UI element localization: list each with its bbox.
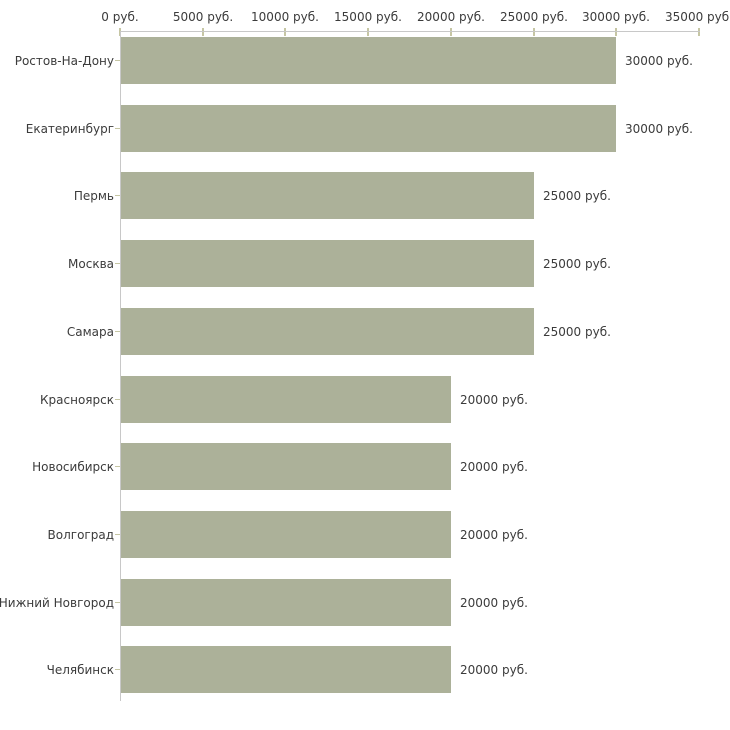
bar: [121, 646, 451, 693]
x-axis-tick-label: 25000 руб.: [500, 10, 568, 24]
bar: [121, 105, 616, 152]
x-axis-line: [120, 31, 700, 32]
category-tick-mark: [115, 195, 120, 196]
x-axis-tick-mark: [450, 28, 452, 36]
bar: [121, 376, 451, 423]
bar: [121, 308, 534, 355]
category-label: Пермь: [73, 188, 114, 203]
value-label: 25000 руб.: [543, 256, 611, 271]
x-axis-tick-label: 20000 руб.: [417, 10, 485, 24]
value-label: 30000 руб.: [625, 121, 693, 136]
value-label: 30000 руб.: [625, 53, 693, 68]
x-axis-tick-label: 35000 руб.: [665, 10, 730, 24]
bar: [121, 579, 451, 626]
value-label: 20000 руб.: [460, 662, 528, 677]
bar: [121, 443, 451, 490]
category-tick-mark: [115, 60, 120, 61]
x-axis-tick-label: 10000 руб.: [251, 10, 319, 24]
value-label: 20000 руб.: [460, 459, 528, 474]
category-label: Москва: [68, 256, 114, 271]
category-label: Волгоград: [47, 527, 114, 542]
x-axis-tick-label: 5000 руб.: [172, 10, 234, 24]
x-axis-tick-mark: [367, 28, 369, 36]
bar: [121, 172, 534, 219]
category-label: Екатеринбург: [25, 121, 114, 136]
x-axis-tick-mark: [615, 28, 617, 36]
x-axis-tick-label: 15000 руб.: [334, 10, 402, 24]
category-label: Новосибирск: [32, 459, 114, 474]
value-label: 20000 руб.: [460, 527, 528, 542]
category-label: Самара: [66, 324, 114, 339]
bar: [121, 37, 616, 84]
x-axis-tick-mark: [202, 28, 204, 36]
category-label: Красноярск: [40, 392, 114, 407]
value-label: 20000 руб.: [460, 392, 528, 407]
category-tick-mark: [115, 669, 120, 670]
category-label: Ростов-На-Дону: [14, 53, 114, 68]
bar: [121, 240, 534, 287]
category-tick-mark: [115, 263, 120, 264]
x-axis-tick-mark: [698, 28, 700, 36]
value-label: 25000 руб.: [543, 324, 611, 339]
x-axis-tick-mark: [533, 28, 535, 36]
category-tick-mark: [115, 466, 120, 467]
bar: [121, 511, 451, 558]
category-tick-mark: [115, 399, 120, 400]
category-label: Нижний Новгород: [0, 595, 114, 610]
category-tick-mark: [115, 128, 120, 129]
category-tick-mark: [115, 331, 120, 332]
value-label: 20000 руб.: [460, 595, 528, 610]
x-axis-tick-label: 30000 руб.: [582, 10, 650, 24]
category-tick-mark: [115, 602, 120, 603]
x-axis-tick-mark: [284, 28, 286, 36]
y-axis-line: [120, 31, 121, 701]
value-label: 25000 руб.: [543, 188, 611, 203]
category-label: Челябинск: [46, 662, 114, 677]
x-axis-tick-label: 0 руб.: [101, 10, 139, 24]
category-tick-mark: [115, 534, 120, 535]
